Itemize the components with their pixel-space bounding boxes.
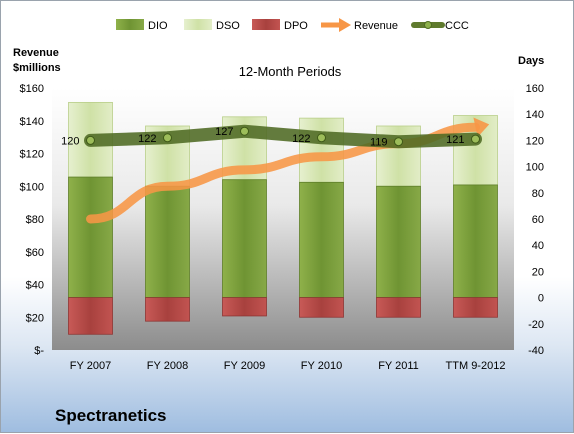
right-tick-label: -20 [528,319,544,331]
dio-bar [145,185,190,298]
ccc-data-label: 127 [215,126,233,138]
chart-title: 12-Month Periods [239,64,342,79]
right-tick-label: 80 [532,188,544,200]
x-tick-label: FY 2008 [147,360,188,372]
ccc-line [84,124,482,149]
legend-item-dso: DSO [184,19,240,32]
x-tick-label: TTM 9-2012 [446,360,506,372]
legend: DIO DSO DPO Revenue CCC [116,18,469,32]
ccc-data-label: 121 [446,134,464,146]
legend-item-revenue: Revenue [321,18,398,32]
dpo-bar [453,297,498,318]
ccc-marker [163,133,172,143]
right-tick-label: 100 [526,162,544,174]
ccc-marker [317,133,326,143]
legend-item-dio: DIO [116,19,168,32]
dio-bar [453,184,498,299]
ccc-marker [471,134,480,144]
right-axis-title: Days [518,55,544,67]
legend-swatch-dso [184,19,212,30]
dso-bar [299,117,344,183]
ccc-data-label: 122 [292,133,310,145]
dio-bar [222,179,267,298]
right-tick-label: 20 [532,266,544,278]
right-axis-ticks: -40 -20 0 20 40 60 80 100 120 140 160 [526,83,544,357]
legend-item-ccc: CCC [411,20,469,32]
x-axis-ticks: FY 2007 FY 2008 FY 2009 FY 2010 FY 2011 TTM 9… [70,360,506,372]
dpo-bar [376,297,421,318]
left-tick-label: $20 [26,312,44,324]
right-tick-label: 60 [532,214,544,226]
right-tick-label: 140 [526,109,544,121]
right-tick-label: 40 [532,240,544,252]
right-tick-label: 120 [526,135,544,147]
dio-bar [299,181,344,299]
left-tick-label: $160 [20,83,44,95]
legend-label-ccc: CCC [445,20,469,32]
ccc-data-label: 122 [138,133,156,145]
dpo-bar [299,297,344,318]
left-tick-label: $100 [20,181,44,193]
ccc-data-label: 119 [370,137,388,149]
bars [68,102,498,335]
legend-label-dso: DSO [216,20,240,32]
dio-bar [68,176,113,298]
legend-marker-ccc [424,21,432,29]
ccc-marker [86,135,95,145]
ccc-marker [240,126,249,136]
legend-swatch-dpo [252,19,280,30]
x-tick-label: FY 2007 [70,360,111,372]
left-tick-label: $40 [26,280,44,292]
plot-background [52,88,514,350]
left-axis-title-line2: $millions [13,62,61,74]
left-tick-label: $60 [26,247,44,259]
x-tick-label: FY 2010 [301,360,342,372]
ccc-series: 120 122 127 122 119 121 [61,124,482,149]
right-tick-label: 0 [538,293,544,305]
left-tick-label: $- [34,345,44,357]
left-axis-ticks: $- $20 $40 $60 $80 $100 $120 $140 $160 [20,83,45,357]
company-name: Spectranetics [55,406,167,425]
right-tick-label: 160 [526,83,544,95]
dpo-bar [222,297,267,317]
left-axis-title-line1: Revenue [13,47,59,59]
left-tick-label: $140 [20,116,44,128]
legend-label-dio: DIO [148,20,168,32]
x-tick-label: FY 2011 [378,360,419,372]
x-tick-label: FY 2009 [224,360,265,372]
ccc-data-label: 120 [61,135,79,147]
legend-swatch-dio [116,19,144,30]
dpo-bar [145,297,190,322]
left-tick-label: $120 [20,149,44,161]
legend-arrow-revenue [339,18,351,32]
right-tick-label: -40 [528,345,544,357]
legend-label-dpo: DPO [284,20,308,32]
revenue-arrowhead [473,117,490,138]
dpo-bar [68,297,113,335]
legend-label-revenue: Revenue [354,20,398,32]
ccc-marker [394,137,403,147]
legend-item-dpo: DPO [252,19,308,32]
dio-bar [376,185,421,298]
left-tick-label: $80 [26,214,44,226]
